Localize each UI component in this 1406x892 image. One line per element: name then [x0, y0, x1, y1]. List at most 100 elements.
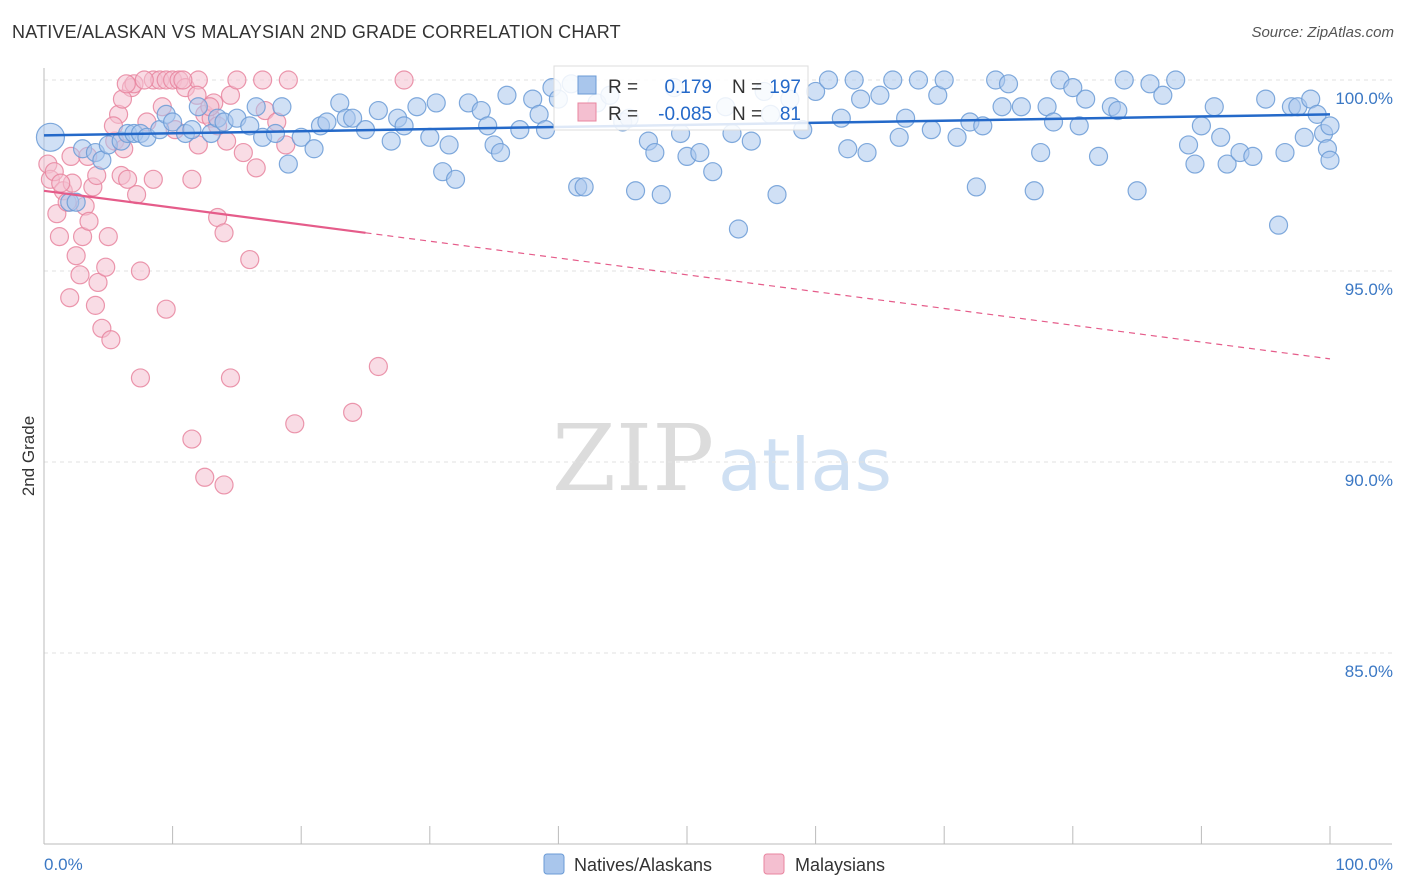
y-tick-labels: 85.0% 90.0% 95.0% 100.0%: [1335, 89, 1393, 681]
malaysians-point-51: [220, 368, 241, 388]
malaysians-point-37: [182, 169, 202, 189]
natives-point-123: [1185, 154, 1205, 174]
trend-line-malaysians-dashed: [365, 232, 1331, 360]
natives-point-84: [818, 70, 839, 90]
malaysians-point-56: [214, 475, 234, 495]
malaysians-point-15: [85, 295, 106, 315]
malaysians-point-29: [130, 261, 151, 281]
natives-point-121: [1166, 70, 1186, 90]
malaysians-point-50: [156, 299, 176, 319]
malaysians-point-44: [227, 70, 247, 90]
natives-point-39: [394, 116, 414, 136]
legend-n-value-1: 197: [769, 77, 801, 98]
natives-point-41: [420, 127, 440, 147]
malaysians-point-64: [51, 173, 71, 193]
malaysians-point-4: [49, 227, 70, 247]
malaysians-point-20: [101, 330, 121, 350]
legend-n-label-1: N =: [732, 77, 762, 98]
legend-r-value-1: 0.179: [664, 77, 712, 98]
malaysians-point-46: [253, 70, 273, 90]
malaysians-point-48: [130, 368, 151, 388]
natives-point-122: [1178, 135, 1199, 155]
watermark-zip: ZIP: [552, 405, 714, 512]
malaysians-point-9: [66, 246, 86, 266]
natives-point-140: [1320, 116, 1340, 136]
malaysians-point-62: [233, 142, 253, 163]
natives-point-103: [992, 97, 1012, 117]
malaysians-point-25: [117, 169, 138, 189]
natives-point-141: [1320, 150, 1340, 170]
natives-point-127: [1217, 154, 1237, 174]
malaysians-point-53: [343, 402, 363, 422]
natives-point-126: [1211, 127, 1231, 147]
malaysians-point-13: [79, 211, 99, 231]
natives-point-80: [767, 185, 787, 205]
malaysians-point-73: [173, 70, 193, 90]
natives-point-116: [1108, 100, 1128, 121]
natives-point-129: [1243, 146, 1263, 166]
natives-point-95: [921, 120, 941, 140]
natives-point-93: [896, 108, 916, 128]
x-tick-label-max: 100.0%: [1335, 855, 1393, 874]
malaysians-point-19: [98, 227, 118, 247]
malaysians-point-47: [278, 70, 298, 90]
natives-point-73: [703, 162, 723, 182]
legend-bottom-label-malaysians: Malaysians: [795, 855, 885, 875]
natives-point-120: [1153, 85, 1173, 105]
natives-point-68: [651, 185, 671, 205]
natives-point-55: [535, 120, 556, 140]
natives-point-26: [272, 97, 292, 117]
natives-point-22: [240, 116, 260, 136]
natives-point-40: [407, 97, 427, 117]
natives-point-106: [1024, 181, 1044, 201]
legend-r-label-2: R =: [608, 104, 638, 125]
malaysians-point-28: [126, 185, 147, 205]
natives-point-98: [947, 127, 967, 147]
natives-point-88: [851, 89, 871, 109]
legend-swatch-pink: [577, 102, 597, 122]
natives-point-29: [304, 139, 324, 159]
y-tick-label-85: 85.0%: [1345, 662, 1393, 681]
malaysians-point-42: [214, 223, 234, 243]
natives-point-86: [838, 139, 858, 159]
legend-n-label-2: N =: [732, 104, 762, 125]
natives-point-125: [1204, 97, 1224, 117]
natives-point-114: [1088, 146, 1109, 166]
malaysians-point-63: [394, 70, 414, 90]
natives-point-113: [1076, 89, 1096, 109]
natives-point-72: [690, 142, 710, 163]
malaysians-point-54: [368, 356, 388, 377]
malaysians-point-57: [143, 169, 163, 189]
x-tick-label-min: 0.0%: [44, 855, 83, 874]
y-tick-label-95: 95.0%: [1345, 280, 1393, 299]
natives-point-92: [889, 127, 909, 147]
malaysians-point-16: [88, 272, 108, 293]
natives-point-77: [741, 131, 761, 151]
natives-point-135: [1294, 127, 1314, 147]
natives-point-60: [574, 177, 594, 197]
natives-point-45: [445, 169, 466, 189]
natives-point-112: [1069, 116, 1089, 136]
legend-stats: R = 0.179 N = 197 R = -0.085 N = 81: [553, 65, 809, 131]
natives-point-94: [908, 70, 929, 90]
chart-title: NATIVE/ALASKAN VS MALAYSIAN 2ND GRADE CO…: [12, 22, 621, 42]
natives-point-104: [998, 74, 1019, 94]
watermark-atlas: atlas: [718, 423, 892, 507]
malaysians-point-52: [285, 414, 305, 434]
legend-n-value-2: 81: [780, 104, 801, 125]
malaysians-point-49: [182, 429, 202, 449]
natives-point-65: [625, 181, 646, 201]
natives-point-119: [1140, 74, 1160, 94]
natives-point-131: [1268, 215, 1289, 235]
natives-point-14: [163, 112, 183, 132]
natives-point-37: [381, 131, 401, 151]
malaysians-point-18: [96, 257, 116, 277]
natives-point-132: [1275, 142, 1295, 163]
malaysians-point-71: [134, 70, 154, 90]
natives-point-23: [246, 97, 266, 117]
source-credit: Source: ZipAtlas.com: [1251, 24, 1394, 41]
natives-point-44: [439, 135, 459, 155]
natives-point-97: [934, 70, 954, 90]
natives-point-0: [35, 122, 66, 152]
